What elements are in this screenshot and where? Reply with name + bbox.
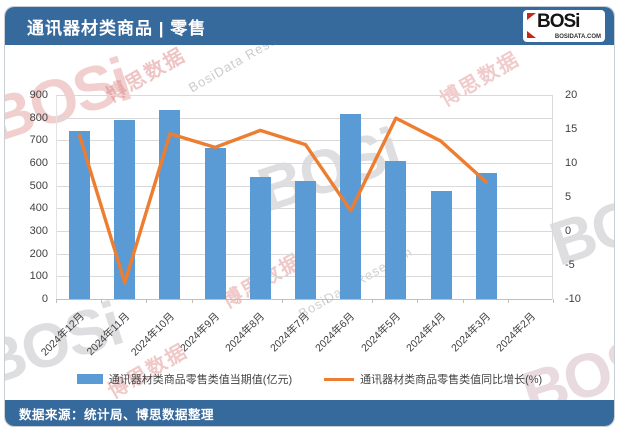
logo-domain-text: BOSIDATA.COM (554, 34, 601, 40)
gridline (57, 117, 552, 119)
right-axis-tick-label: 5 (565, 191, 572, 203)
x-axis-category-label: 2024年6月 (313, 310, 358, 355)
bar (340, 114, 362, 299)
left-axis-tick-label: 500 (29, 179, 48, 192)
x-axis-line (57, 299, 552, 300)
x-axis-tick (553, 299, 554, 303)
bar (69, 131, 91, 299)
line-series (77, 116, 488, 285)
x-axis-tick (507, 299, 509, 303)
right-axis-tick-label: -5 (565, 259, 575, 271)
bar (249, 176, 271, 299)
plot-area (56, 95, 553, 300)
gridline (57, 140, 552, 142)
x-axis-category-label: 2024年3月 (449, 310, 494, 355)
gridline (57, 163, 552, 164)
bar (430, 191, 452, 299)
left-axis-tick-label: 600 (29, 157, 48, 169)
bar (204, 148, 226, 299)
legend-bar-swatch (76, 374, 103, 384)
bar (385, 160, 407, 299)
x-axis-category-label: 2024年9月 (178, 310, 223, 355)
bar (114, 119, 136, 299)
x-axis-tick (191, 299, 193, 303)
x-axis-tick (146, 299, 148, 303)
header-bar: 通讯器材类商品 | 零售 BOSi BOSIDATA.COM (5, 7, 614, 45)
left-axis-tick-label: 300 (29, 225, 48, 237)
x-axis-tick (281, 299, 283, 303)
legend-item: 通讯器材类商品零售类值同比增长(%) (324, 371, 542, 387)
right-axis-tick-label: -10 (565, 293, 581, 305)
x-axis-tick (327, 299, 329, 303)
x-axis-category-label: 2024年11月 (84, 310, 132, 358)
x-axis-tick (101, 299, 103, 303)
right-axis-tick-label: 10 (565, 157, 578, 169)
x-axis-category-label: 2024年2月 (494, 310, 539, 355)
x-axis-tick (462, 299, 464, 303)
right-axis-tick-label: 20 (565, 89, 578, 101)
legend-line-swatch (324, 377, 355, 381)
footer-bar: 数据来源：统计局、博思数据整理 (5, 400, 614, 426)
chart-area: 900 800 700 600 500 400 300 200 100 0 20 15 10 5 0 -5 -… (5, 45, 614, 402)
bar (295, 181, 316, 299)
right-axis-tick-label: 0 (565, 225, 572, 237)
left-axis-tick-label: 100 (29, 270, 48, 283)
right-axis-tick-label: 15 (565, 123, 578, 135)
x-axis-category-label: 2024年7月 (268, 310, 313, 355)
legend-item: 通讯器材类商品零售类值当期值(亿元) (76, 371, 293, 387)
x-axis-tick (372, 299, 374, 303)
logo-brand-text: BOSi (537, 11, 580, 32)
left-axis-tick-label: 400 (29, 202, 48, 215)
x-axis-category-label: 2024年4月 (403, 310, 448, 355)
x-axis-category-label: 2024年10月 (128, 310, 177, 359)
left-axis-tick-label: 900 (29, 89, 48, 101)
report-card: BOSi 博思数据 BosiData Research BOSi 博思数据 Bo… (4, 6, 615, 427)
x-axis-tick (236, 299, 238, 303)
bar (475, 172, 497, 299)
x-axis-tick (56, 299, 57, 303)
left-axis-tick-label: 0 (41, 293, 48, 305)
gridline (57, 95, 552, 96)
bosi-logo: BOSi BOSIDATA.COM (523, 10, 605, 42)
page-title: 通讯器材类商品 | 零售 (27, 18, 207, 38)
left-axis-tick-label: 700 (29, 134, 48, 147)
x-axis-category-label: 2024年8月 (223, 310, 268, 355)
legend-label: 通讯器材类商品零售类值当期值(亿元) (108, 374, 293, 386)
x-axis-category-label: 2024年12月 (38, 310, 87, 359)
logo-triangle-icon (527, 13, 536, 20)
data-source-text: 数据来源：统计局、博思数据整理 (19, 407, 215, 422)
legend: 通讯器材类商品零售类值当期值(亿元) 通讯器材类商品零售类值同比增长(%) (5, 371, 614, 387)
x-axis-category-label: 2024年5月 (358, 310, 403, 355)
legend-label: 通讯器材类商品零售类值同比增长(%) (360, 374, 543, 386)
x-axis-tick (417, 299, 419, 303)
left-axis-tick-label: 800 (29, 111, 48, 124)
left-axis-tick-label: 200 (29, 247, 48, 260)
logo-triangle-icon (527, 31, 536, 38)
